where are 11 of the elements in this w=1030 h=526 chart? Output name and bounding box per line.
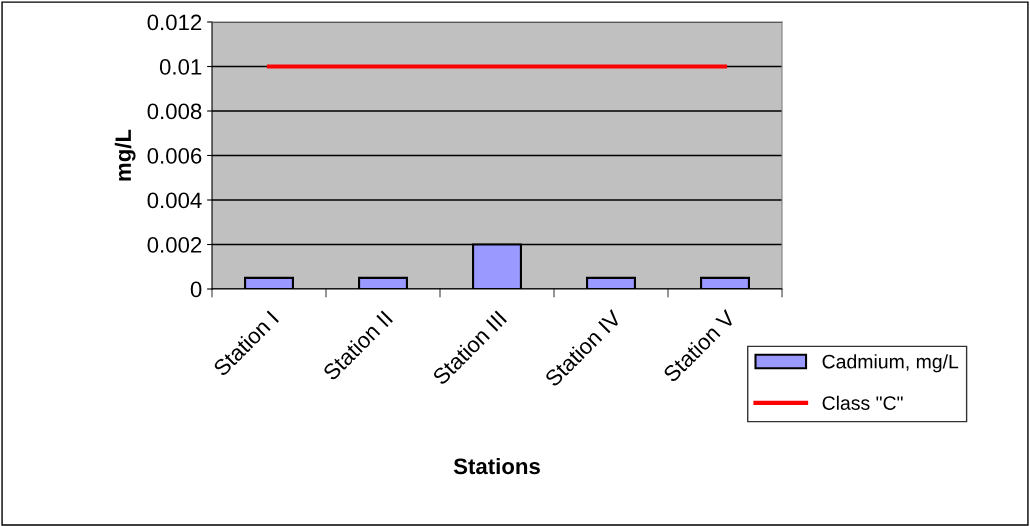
y-tick-label: 0.008 [147, 103, 202, 120]
y-tick-label: 0.006 [147, 148, 202, 164]
y-tick-label: 0.002 [147, 237, 202, 253]
legend-label: Cadmium, mg/L [822, 354, 959, 373]
y-tick-label: 0.012 [147, 14, 202, 31]
y-tick-label: 0 [190, 281, 202, 298]
y-tick-label: 0.004 [147, 192, 202, 209]
y-tick-label: 0.01 [159, 59, 202, 75]
x-axis-title: Stations [453, 457, 540, 475]
legend-label: Class "C" [822, 395, 903, 410]
y-axis-title: mg/L [114, 129, 136, 181]
